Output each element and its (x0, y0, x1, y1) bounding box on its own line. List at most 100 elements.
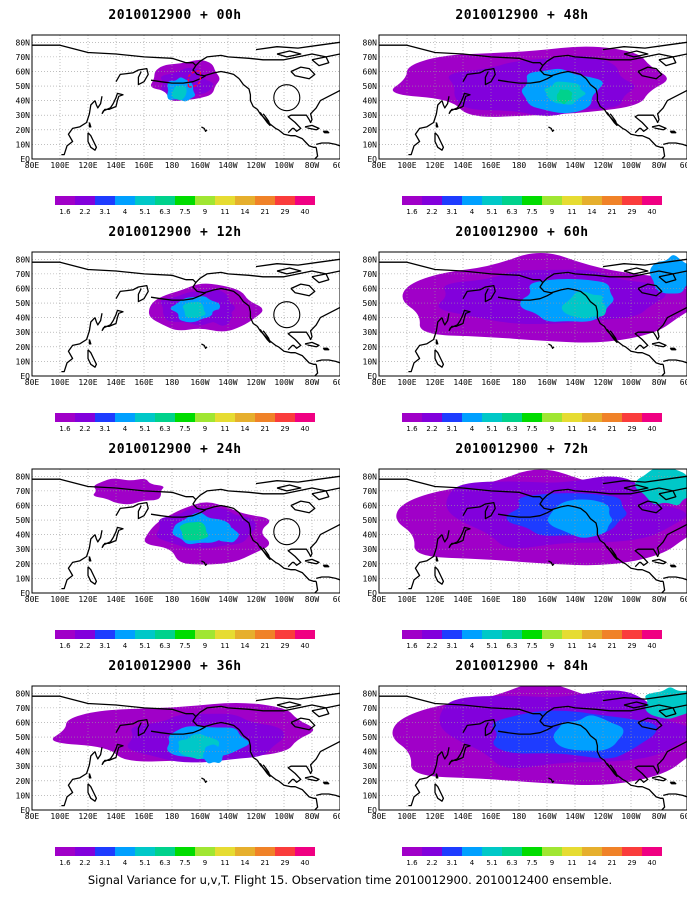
lat-tick-label: 10N (363, 357, 378, 366)
coastline (316, 359, 340, 364)
colorbar-swatch (582, 196, 602, 205)
lon-tick-label: 80E (372, 378, 387, 387)
coastline (441, 530, 450, 543)
colorbar-swatch (275, 630, 295, 639)
coastline (311, 707, 330, 718)
lon-tick-label: 140E (453, 378, 472, 387)
lon-tick-label: 140W (218, 378, 237, 387)
panel-p36: 2010012900 + 36h 80N 70N 60N 50N 40N 30N 20N 10… (10, 659, 340, 874)
lat-tick-label: 60N (16, 501, 31, 510)
lon-tick-label: 100W (274, 161, 293, 170)
graticule (32, 35, 340, 159)
colorbar-swatch (175, 847, 195, 856)
coastline (304, 124, 320, 131)
coastline (542, 487, 687, 501)
coastline (585, 729, 664, 799)
colorbar-label: 11 (220, 859, 230, 867)
coastline (441, 313, 450, 326)
coastline (623, 484, 649, 492)
colorbar-swatch (55, 413, 75, 422)
lat-tick-label: 50N (16, 516, 31, 525)
coastline (651, 775, 667, 782)
coastline (533, 279, 587, 297)
colorbar-swatch (95, 413, 115, 422)
colorbar-swatch (402, 630, 422, 639)
colorbar-label: 5.1 (139, 425, 151, 433)
coastline (462, 67, 496, 86)
coastline (150, 292, 206, 301)
coastline (533, 62, 587, 80)
colorbar-swatch (295, 196, 315, 205)
lon-tick-label: 100E (50, 378, 69, 387)
colorbar-label: 4 (122, 642, 128, 650)
lat-tick-label: EQ (367, 806, 377, 815)
coastline (651, 341, 667, 348)
coastline (434, 783, 445, 802)
coastline (637, 283, 663, 297)
colorbar-swatch (95, 847, 115, 856)
graticule (379, 686, 687, 810)
coastline (623, 50, 649, 58)
coastline (255, 41, 340, 51)
colorbar-swatch (255, 630, 275, 639)
colorbar-label: 6.3 (506, 208, 518, 216)
coastline (238, 295, 317, 365)
coastline (290, 283, 316, 297)
coastline (115, 67, 149, 86)
lon-tick-label: 120W (246, 161, 265, 170)
panel-title: 2010012900 + 84h (455, 659, 589, 674)
lat-tick-label: 40N (363, 531, 378, 540)
coastline (115, 718, 149, 737)
coastlines (32, 475, 340, 593)
coastline (379, 44, 534, 64)
coastline (290, 66, 316, 80)
colorbar-swatch (215, 196, 235, 205)
coastline (651, 124, 667, 131)
coastline (669, 347, 677, 351)
coastline (276, 701, 302, 709)
colorbar-swatch (215, 413, 235, 422)
coastline (585, 295, 664, 365)
lon-tick-label: 120E (78, 378, 97, 387)
colorbar-swatch (135, 413, 155, 422)
colorbar-swatch (235, 196, 255, 205)
coastline (287, 306, 340, 351)
colorbar-label: 29 (627, 208, 637, 216)
lon-tick-label: 180 (165, 595, 180, 604)
graticule (379, 469, 687, 593)
colorbar-swatch (542, 847, 562, 856)
colorbar-label: 4 (122, 208, 128, 216)
lon-tick-label: 140W (218, 595, 237, 604)
panel-p72: 2010012900 + 72h 80N 70N 60N 50N 40N 30N 20N 10… (357, 442, 687, 657)
colorbar-label: 2.2 (426, 642, 438, 650)
lon-tick-label: 60W (680, 378, 687, 387)
coastline (441, 96, 450, 109)
coastline (497, 509, 553, 518)
lat-tick-label: EQ (367, 589, 377, 598)
lon-tick-label: 100E (397, 161, 416, 170)
colorbar-swatch (402, 413, 422, 422)
colorbar-label: 14 (240, 859, 250, 867)
panel-p00: 2010012900 + 00h 80N 70N 60N 50N 40N 30N 20N 10… (10, 8, 340, 223)
coastline (276, 267, 302, 275)
colorbar-swatch (502, 413, 522, 422)
coastline (304, 775, 320, 782)
coastline (276, 50, 302, 58)
coastline (462, 501, 496, 520)
colorbar-swatch (522, 196, 542, 205)
colorbar-label: 5.1 (139, 642, 151, 650)
coastline (101, 309, 124, 332)
variance-contour (209, 309, 233, 326)
coastline (238, 729, 317, 799)
lat-tick-label: 60N (16, 718, 31, 727)
colorbar-label: 9 (549, 642, 555, 650)
coastline (87, 566, 98, 585)
colorbar-swatch (422, 630, 442, 639)
ring-outline (273, 84, 301, 112)
coastline (408, 100, 443, 156)
colorbar-label: 5.1 (486, 859, 498, 867)
coastline (304, 558, 320, 565)
colorbar-swatch (175, 630, 195, 639)
